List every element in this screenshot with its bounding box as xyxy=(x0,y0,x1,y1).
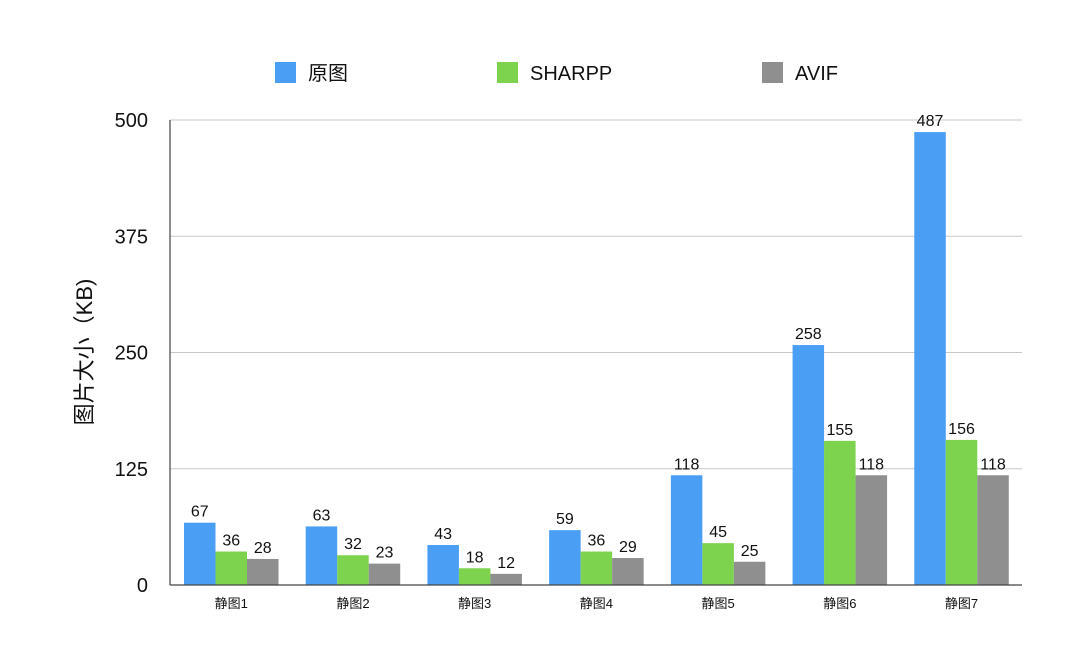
bar xyxy=(792,345,825,585)
bar xyxy=(914,132,946,585)
x-tick-label: 静图5 xyxy=(701,596,734,611)
bar xyxy=(824,440,856,585)
y-tick-label: 500 xyxy=(115,110,148,132)
bar xyxy=(490,573,522,585)
bar-value-label: 25 xyxy=(741,543,759,560)
bar-value-label: 118 xyxy=(859,456,885,473)
bars xyxy=(184,132,1009,585)
bar-value-label: 45 xyxy=(709,524,727,541)
bar-value-label: 156 xyxy=(948,421,975,438)
y-tick-label: 250 xyxy=(115,343,148,365)
gridlines xyxy=(170,119,1022,470)
legend-swatch xyxy=(497,62,518,83)
bar xyxy=(855,475,888,585)
x-tick-label: 静图2 xyxy=(336,596,369,611)
bar-value-label: 28 xyxy=(254,540,272,557)
y-tick-label: 375 xyxy=(115,226,148,248)
x-tick-label: 静图4 xyxy=(580,596,613,611)
bar xyxy=(305,526,338,585)
bar xyxy=(549,530,581,585)
bar-value-label: 118 xyxy=(980,456,1006,473)
bar xyxy=(337,555,369,585)
bar-value-label: 63 xyxy=(313,507,331,524)
bar xyxy=(247,558,279,585)
bar-value-label: 59 xyxy=(556,511,574,528)
bar xyxy=(702,543,734,585)
bar-value-label: 36 xyxy=(222,533,240,550)
bar-value-label: 18 xyxy=(466,549,484,566)
x-tick-label: 静图7 xyxy=(945,596,978,611)
bar-value-label: 43 xyxy=(434,526,452,543)
bar-value-label: 12 xyxy=(497,555,515,572)
bar-value-label: 29 xyxy=(619,539,637,556)
bar-value-label: 155 xyxy=(826,422,853,439)
legend-label: AVIF xyxy=(795,63,838,85)
bar xyxy=(580,551,613,585)
bar-value-label: 258 xyxy=(795,326,822,343)
legend: 原图 SHARPP AVIF xyxy=(275,62,838,85)
axes: 0 125 250 375 500 静图1 静图2 静图3 静图4 静图5 静图6 静图7 xyxy=(115,110,1022,611)
x-tick-label: 静图3 xyxy=(458,596,491,611)
bar xyxy=(458,568,491,585)
bar-value-label: 32 xyxy=(344,536,362,553)
y-tick-label: 0 xyxy=(137,575,148,597)
bar xyxy=(368,563,401,585)
bar xyxy=(184,522,216,585)
legend-label: 原图 xyxy=(308,63,348,85)
bar-value-label: 487 xyxy=(917,113,944,130)
bar-value-label: 23 xyxy=(376,545,394,562)
bar-value-label: 36 xyxy=(587,533,605,550)
x-tick-label: 静图1 xyxy=(215,596,248,611)
x-tick-label: 静图6 xyxy=(823,596,856,611)
bar-value-label: 67 xyxy=(191,504,209,521)
bar xyxy=(670,475,703,585)
bar-value-label: 118 xyxy=(674,456,700,473)
y-tick-label: 125 xyxy=(115,459,148,481)
bar xyxy=(427,545,459,585)
bar xyxy=(945,439,978,585)
bar xyxy=(612,558,644,585)
y-axis-title: 图片大小（KB) xyxy=(72,279,97,426)
bar xyxy=(215,551,247,585)
legend-label: SHARPP xyxy=(530,63,612,85)
data-labels: 67 36 28 63 32 23 43 18 12 59 36 29 118 45 25 258 155 118… xyxy=(191,113,1006,572)
legend-swatch xyxy=(762,62,783,83)
bar xyxy=(977,475,1009,585)
legend-swatch xyxy=(275,62,296,83)
bar xyxy=(733,561,766,585)
